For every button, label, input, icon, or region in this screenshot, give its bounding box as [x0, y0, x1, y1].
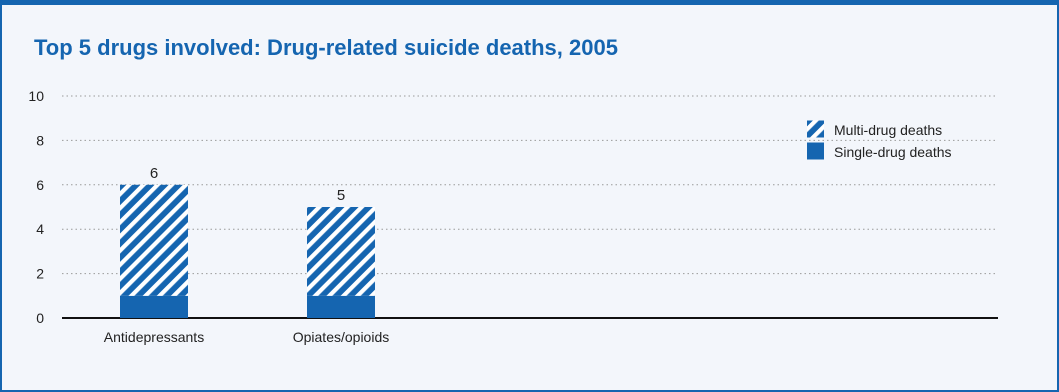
grid-lines [62, 95, 998, 275]
y-tick-label-8: 8 [36, 132, 44, 148]
legend-label-1: Single-drug deaths [834, 144, 952, 160]
y-tick-label-6: 6 [36, 177, 44, 193]
legend: Multi-drug deaths Single-drug deaths [807, 120, 952, 160]
bar-multi-drug-1 [307, 207, 375, 296]
data-label-1: 5 [337, 187, 345, 204]
bar-single-drug-1 [307, 295, 375, 318]
data-label-0: 6 [150, 165, 158, 182]
category-label-0: Antidepressants [104, 329, 204, 345]
y-tick-label-10: 10 [28, 88, 44, 104]
legend-label-0: Multi-drug deaths [834, 122, 942, 138]
chart-title: Top 5 drugs involved: Drug-related suici… [34, 35, 618, 60]
bar-single-drug-0 [120, 295, 188, 318]
bar-multi-drug-0 [120, 184, 188, 296]
y-tick-label-4: 4 [36, 221, 44, 237]
bars [120, 184, 375, 318]
legend-swatch-1 [807, 142, 824, 160]
legend-swatch-0 [807, 120, 824, 138]
y-tick-label-2: 2 [36, 266, 44, 282]
y-tick-label-0: 0 [36, 310, 44, 326]
labels: 0 2 4 6 8 10 6 Antidepressants 5 Opiates/opioids [28, 88, 389, 345]
category-label-1: Opiates/opioids [293, 329, 390, 345]
